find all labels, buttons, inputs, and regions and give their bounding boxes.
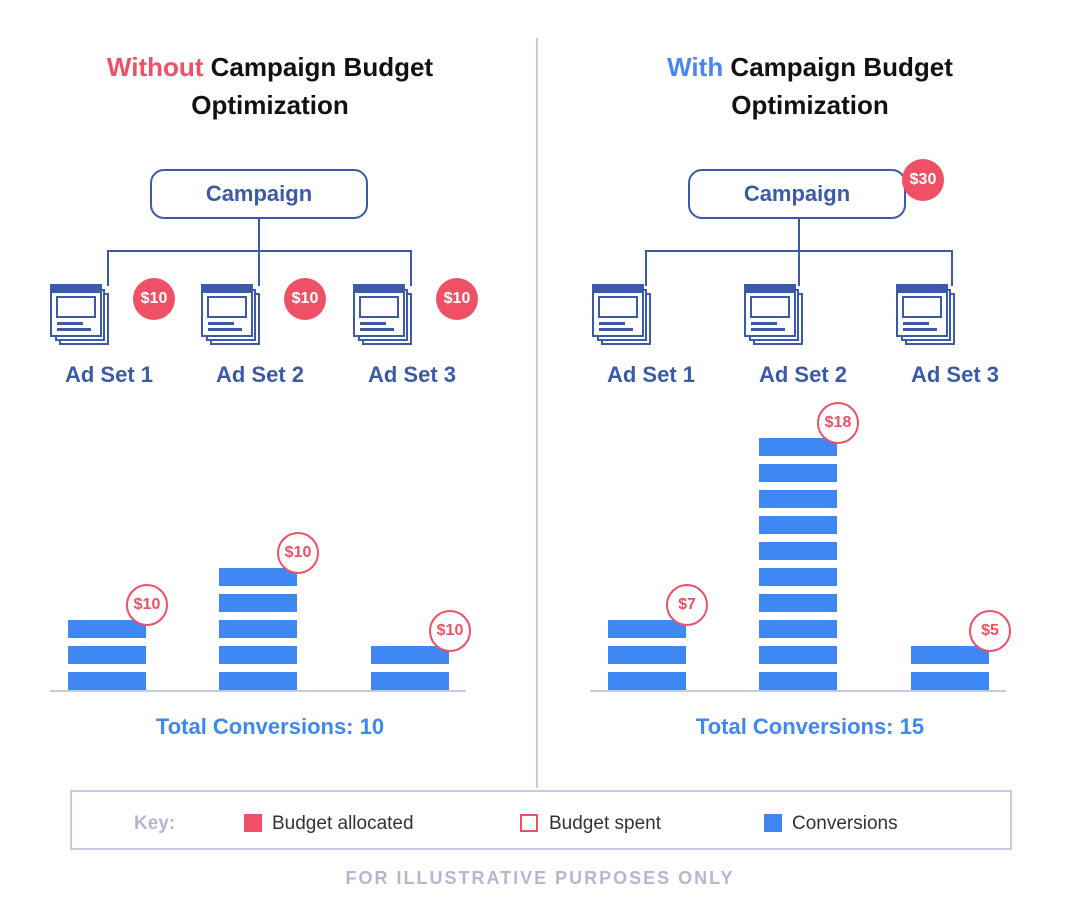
- conversion-segment: [759, 568, 837, 586]
- conversion-segment: [608, 646, 686, 664]
- budget-allocated-badge: $10: [133, 278, 175, 320]
- ad-set-stack-icon: [201, 284, 261, 346]
- conversion-segment: [911, 672, 989, 690]
- campaign-box: Campaign: [150, 169, 368, 219]
- footer-disclaimer: FOR ILLUSTRATIVE PURPOSES ONLY: [345, 868, 735, 888]
- conversion-segment: [608, 672, 686, 690]
- budget-spent-badge: $5: [969, 610, 1011, 652]
- conversion-segment: [759, 620, 837, 638]
- conversion-segment: [219, 568, 297, 586]
- legend-key: Key: Budget allocated Budget spent Conve…: [70, 790, 1012, 850]
- ad-set-stack-icon: [50, 284, 110, 346]
- budget-spent-swatch: [520, 814, 538, 832]
- conversion-segment: [911, 646, 989, 664]
- campaign-box: Campaign: [688, 169, 906, 219]
- title-rest: Campaign Budget: [203, 52, 434, 82]
- tree-drop-2: [258, 250, 260, 286]
- tree-drop-3: [951, 250, 953, 286]
- panel-title: With Campaign Budget Optimization: [540, 48, 1080, 124]
- tree-drop-2: [798, 250, 800, 286]
- ad-set-stack-icon: [592, 284, 652, 346]
- ad-set-label: Ad Set 2: [215, 362, 305, 387]
- conversion-segment: [68, 620, 146, 638]
- conversions-label: Conversions: [792, 813, 898, 834]
- ad-set-label: Ad Set 1: [64, 362, 154, 387]
- campaign-budget-badge: $30: [902, 159, 944, 201]
- conversion-segment: [759, 646, 837, 664]
- title-highlight: Without: [106, 52, 204, 82]
- conversion-segment: [759, 516, 837, 534]
- total-conversions: Total Conversions: 10: [155, 714, 385, 739]
- budget-spent-badge: $10: [429, 610, 471, 652]
- budget-allocated-swatch: [244, 814, 262, 832]
- conversion-segment: [759, 542, 837, 560]
- ad-set-label: Ad Set 3: [367, 362, 457, 387]
- budget-allocated-label: Budget allocated: [272, 813, 414, 834]
- conversion-segment: [219, 620, 297, 638]
- panel-title: Without Campaign Budget Optimization: [0, 48, 540, 124]
- budget-spent-badge: $10: [277, 532, 319, 574]
- conversion-segment: [759, 672, 837, 690]
- title-line2: Optimization: [731, 90, 889, 120]
- ad-set-stack-icon: [744, 284, 804, 346]
- conversion-segment: [608, 620, 686, 638]
- conversions-swatch: [764, 814, 782, 832]
- key-label: Key:: [134, 813, 176, 834]
- tree-trunk: [798, 219, 800, 251]
- conversion-segment: [371, 646, 449, 664]
- ad-set-label: Ad Set 1: [606, 362, 696, 387]
- conversion-segment: [68, 646, 146, 664]
- ad-set-stack-icon: [353, 284, 413, 346]
- total-conversions: Total Conversions: 15: [695, 714, 925, 739]
- tree-drop-3: [410, 250, 412, 286]
- bar-baseline: [50, 690, 466, 692]
- panel-with-cbo: With Campaign Budget Optimization Campai…: [540, 0, 1080, 780]
- budget-allocated-badge: $10: [436, 278, 478, 320]
- ad-set-label: Ad Set 2: [758, 362, 848, 387]
- conversion-segment: [759, 438, 837, 456]
- budget-spent-label: Budget spent: [549, 813, 661, 834]
- title-highlight: With: [667, 52, 724, 82]
- ad-set-stack-icon: [896, 284, 956, 346]
- budget-allocated-badge: $10: [284, 278, 326, 320]
- conversion-segment: [219, 646, 297, 664]
- tree-drop-1: [645, 250, 647, 286]
- panel-without-cbo: Without Campaign Budget Optimization Cam…: [0, 0, 540, 780]
- budget-spent-badge: $18: [817, 402, 859, 444]
- panel-divider: [536, 38, 538, 788]
- budget-spent-badge: $10: [126, 584, 168, 626]
- ad-set-label: Ad Set 3: [910, 362, 1000, 387]
- conversion-segment: [68, 672, 146, 690]
- conversion-segment: [759, 594, 837, 612]
- conversion-segment: [219, 594, 297, 612]
- conversion-segment: [759, 490, 837, 508]
- conversion-segment: [219, 672, 297, 690]
- conversion-segment: [371, 672, 449, 690]
- title-rest: Campaign Budget: [723, 52, 953, 82]
- conversion-segment: [759, 464, 837, 482]
- tree-trunk: [258, 219, 260, 251]
- tree-drop-1: [107, 250, 109, 286]
- budget-spent-badge: $7: [666, 584, 708, 626]
- bar-baseline: [590, 690, 1006, 692]
- title-line2: Optimization: [191, 90, 349, 120]
